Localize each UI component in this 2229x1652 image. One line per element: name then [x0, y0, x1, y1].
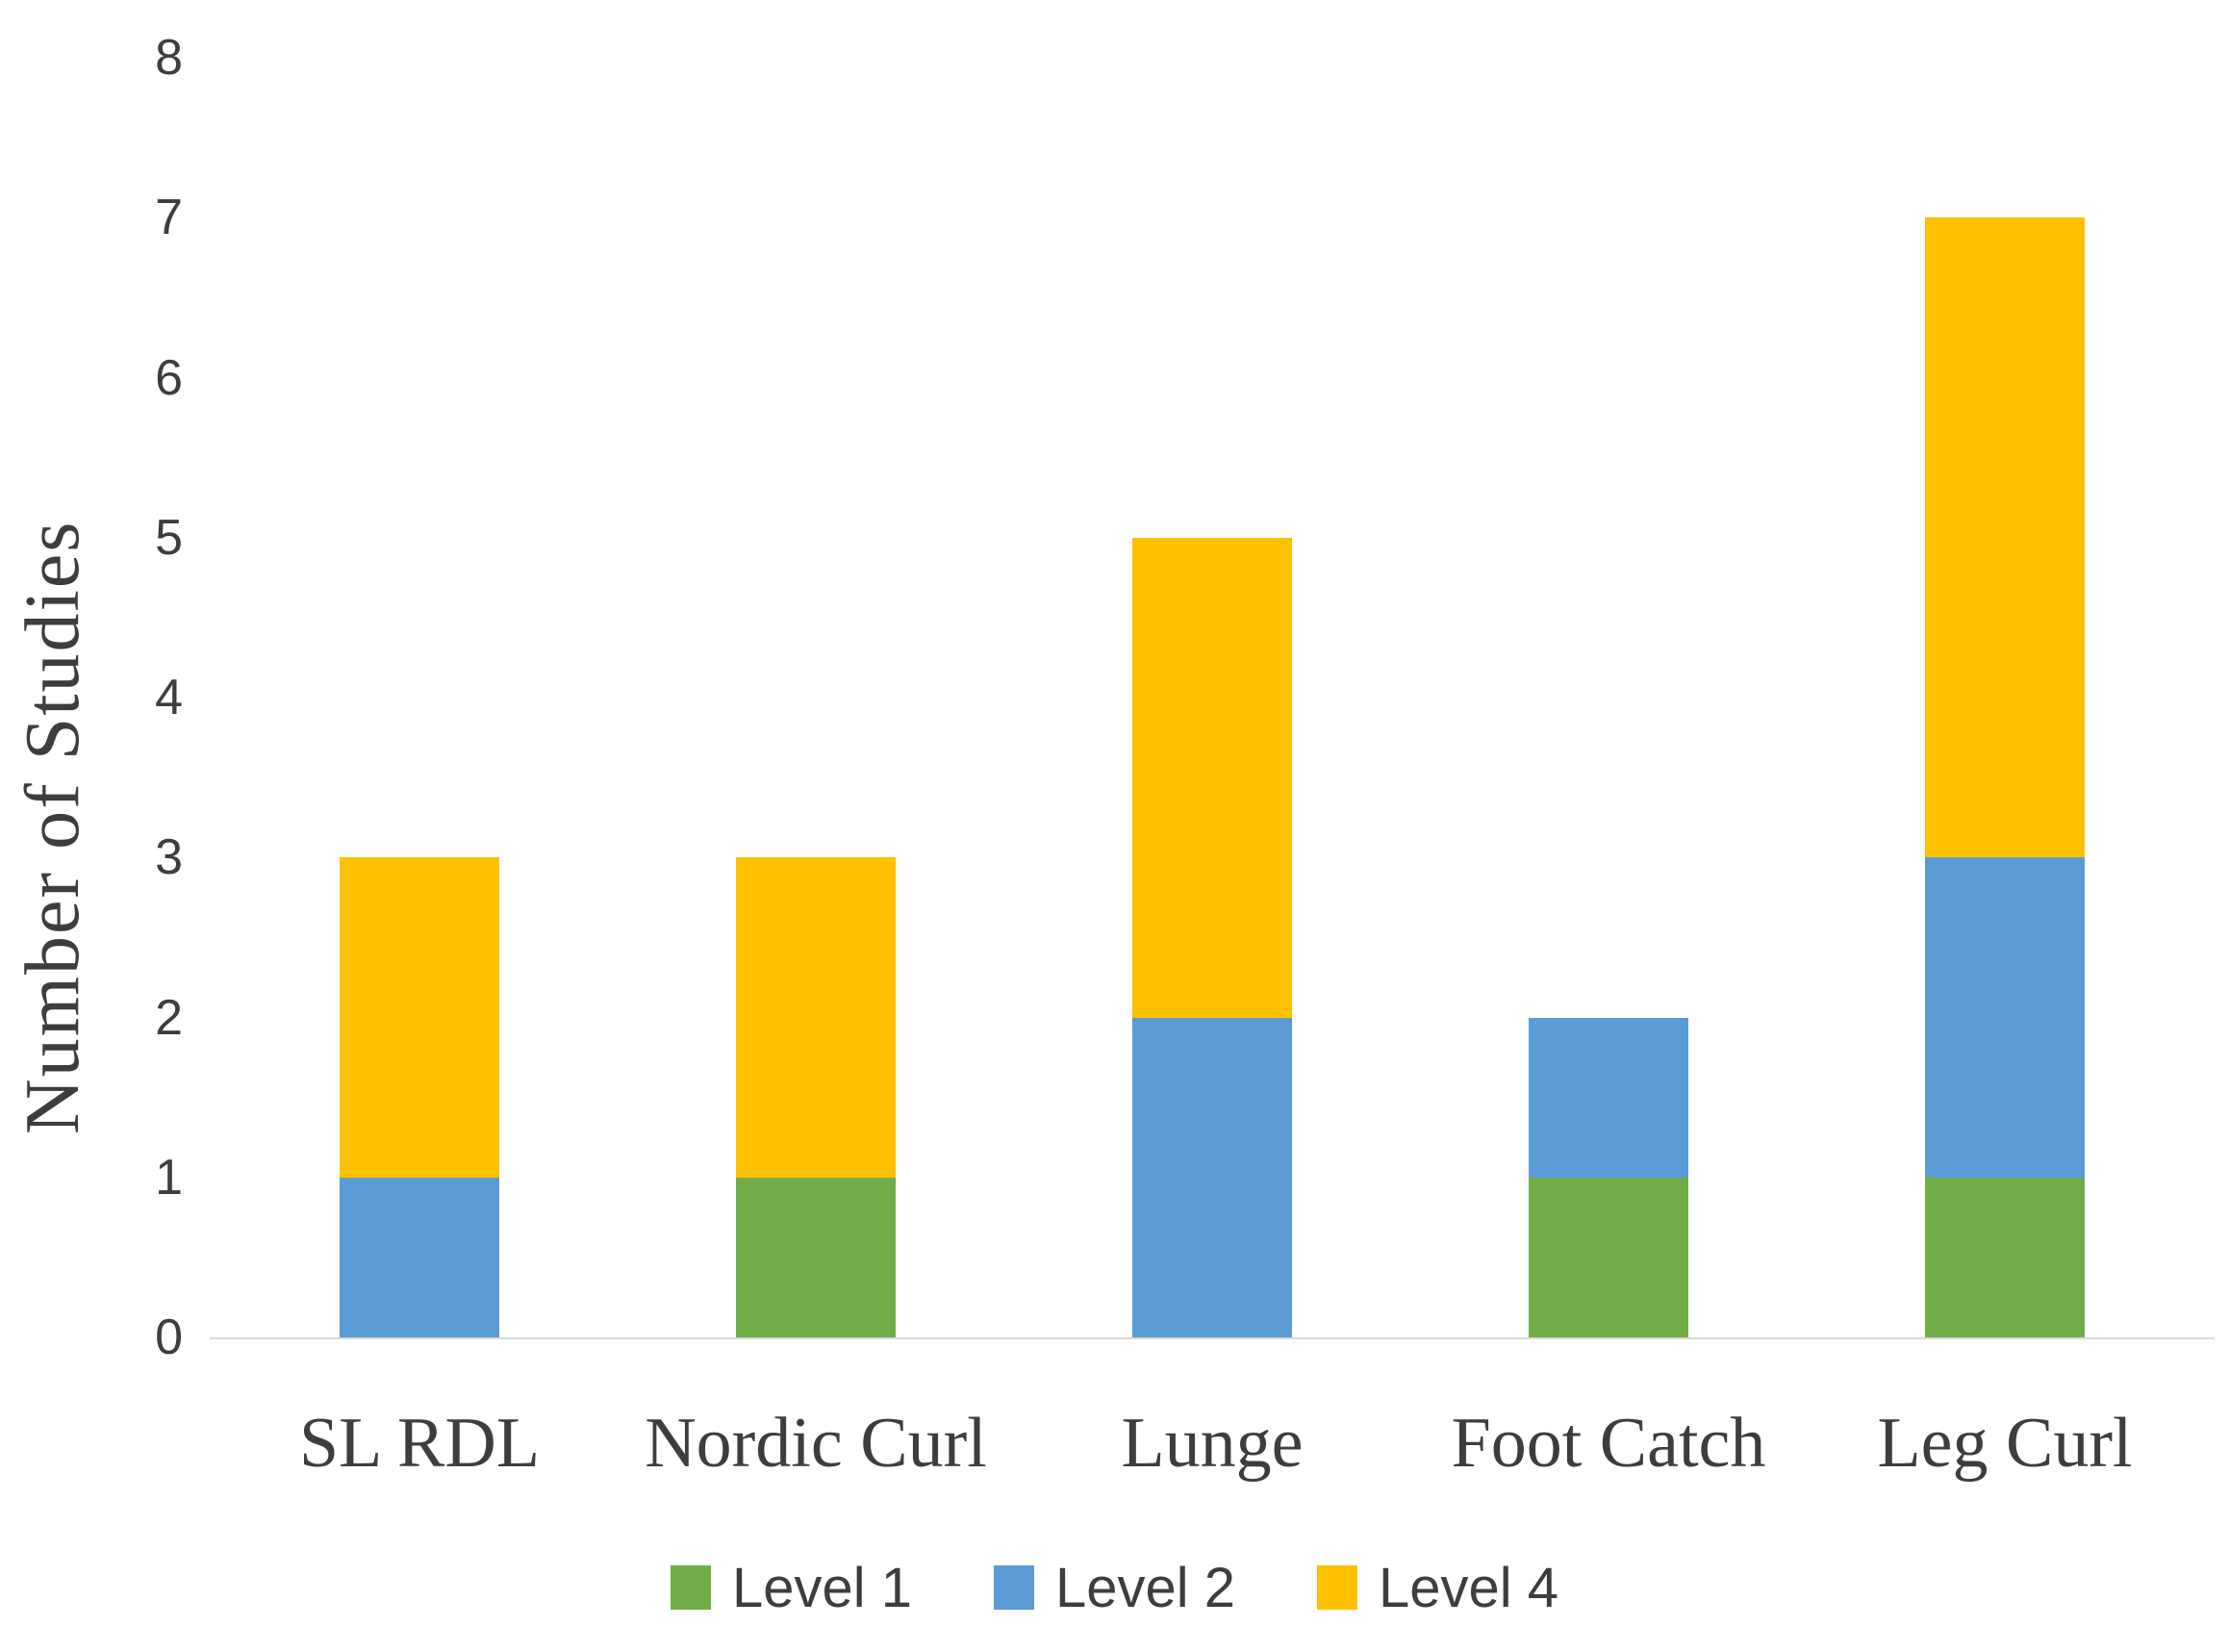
y-tick-label: 0: [155, 1309, 183, 1365]
y-tick-label: 7: [155, 190, 183, 246]
y-axis-tick-labels: 0 1 2 3 4 5 6 7 8: [48, 0, 183, 1652]
x-category-label: Leg Curl: [1877, 1404, 2133, 1483]
legend-label: Level 1: [731, 1556, 912, 1619]
chart-legend: Level 1 Level 2 Level 4: [0, 1544, 2229, 1631]
x-category-label: SL RDL: [298, 1404, 541, 1483]
legend-label: Level 4: [1379, 1556, 1559, 1619]
legend-label: Level 2: [1054, 1556, 1236, 1619]
bar-segment: [1132, 537, 1292, 1018]
bar-segment: [1529, 1017, 1688, 1178]
bar-segment: [736, 1177, 896, 1337]
x-axis-category-labels: SL RDL Nordic Curl Lunge Foot Catch Leg Curl: [221, 1390, 2203, 1506]
x-category-label: Foot Catch: [1451, 1404, 1766, 1483]
bar-segment: [340, 1177, 499, 1337]
plot-area: [210, 58, 2215, 1339]
legend-item: Level 1: [670, 1556, 912, 1620]
x-axis-line: [210, 1337, 2215, 1339]
bar-segment: [1132, 1017, 1292, 1337]
legend-swatch-icon: [1317, 1565, 1358, 1610]
bar-segment: [736, 857, 896, 1178]
bar-segment: [1925, 1177, 2085, 1337]
y-tick-label: 5: [155, 509, 183, 566]
legend-swatch-icon: [993, 1565, 1034, 1610]
y-tick-label: 8: [155, 30, 183, 86]
y-tick-label: 6: [155, 349, 183, 406]
y-tick-label: 2: [155, 989, 183, 1046]
x-category-label: Nordic Curl: [645, 1404, 987, 1483]
y-tick-label: 4: [155, 670, 183, 725]
bar-segment: [340, 857, 499, 1178]
bar-segment: [1529, 1177, 1688, 1337]
x-category-label: Lunge: [1121, 1404, 1304, 1483]
legend-swatch-icon: [670, 1565, 711, 1610]
y-tick-label: 1: [155, 1149, 183, 1206]
legend-item: Level 4: [1317, 1556, 1558, 1620]
bar-segment: [1925, 217, 2085, 858]
y-tick-label: 3: [155, 829, 183, 886]
legend-item: Level 2: [993, 1556, 1236, 1620]
bar-segment: [1925, 857, 2085, 1178]
